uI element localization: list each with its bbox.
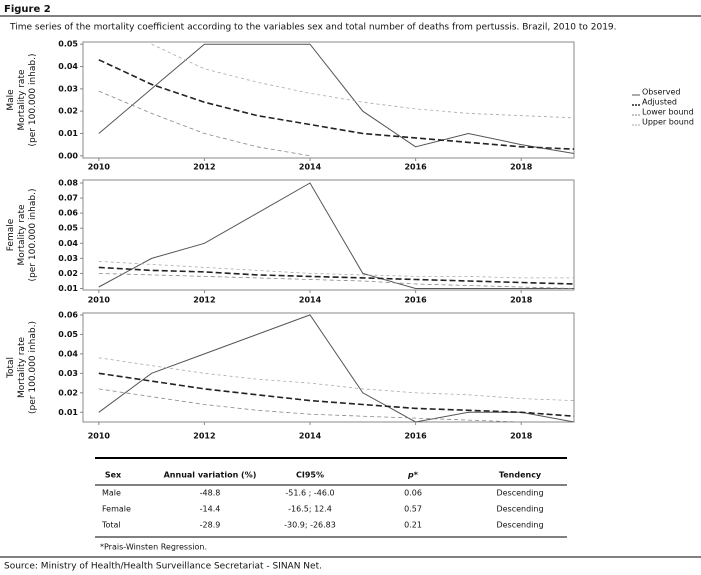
series-line [151, 43, 574, 119]
figure-label: Figure 2 [4, 4, 51, 15]
y-tick-label: 0.01 [58, 408, 78, 417]
source: Source: Ministry of Health/Health Survei… [4, 562, 322, 572]
x-tick-label: 2014 [299, 163, 322, 172]
x-tick-label: 2014 [299, 432, 322, 441]
plot-frame [82, 179, 575, 291]
table-cell: Male [102, 489, 121, 498]
x-tick-label: 2012 [193, 163, 215, 172]
x-tick-label: 2010 [88, 163, 111, 172]
table-header: CI95% [296, 471, 324, 480]
caption: Time series of the mortality coefficient… [9, 23, 617, 33]
y-axis-label-line: Mortality rate [17, 69, 27, 130]
y-tick-label: 0.04 [58, 62, 78, 71]
legend-label: Adjusted [642, 98, 677, 107]
table-cell: Female [102, 505, 131, 514]
x-tick-label: 2016 [404, 432, 427, 441]
series-line [98, 182, 574, 289]
table-header: p* [407, 471, 419, 480]
x-tick-label: 2016 [404, 296, 427, 305]
plot-frame [82, 41, 575, 159]
table-cell: Descending [496, 489, 543, 498]
y-axis-label-line: (per 100.000 inhab.) [28, 189, 38, 282]
table-cell: 0.06 [404, 489, 422, 498]
table-cell: -48.8 [200, 489, 221, 498]
x-tick-label: 2010 [88, 296, 111, 305]
series-line [98, 59, 574, 150]
table-header: Tendency [499, 471, 542, 480]
table-cell: -16.5; 12.4 [288, 505, 332, 514]
y-axis-label: MaleMortality rate(per 100.000 inhab.) [6, 54, 38, 147]
table-header: Sex [105, 471, 122, 480]
y-tick-label: 0.02 [58, 388, 78, 397]
legend-label: Upper bound [642, 118, 694, 127]
series-line [98, 273, 574, 289]
y-axis-label-line: (per 100.000 inhab.) [28, 54, 38, 147]
table-cell: -14.4 [200, 505, 221, 514]
y-axis-label: TotalMortality rate(per 100.000 inhab.) [6, 321, 38, 414]
series-line [98, 43, 574, 154]
y-axis-label-line: Mortality rate [17, 204, 27, 265]
y-tick-label: 0.03 [58, 84, 78, 93]
legend-label: Observed [642, 88, 681, 97]
y-axis-label-line: Total [6, 357, 16, 379]
x-tick-label: 2012 [193, 432, 215, 441]
table-cell: 0.57 [404, 505, 422, 514]
y-tick-label: 0.04 [58, 239, 78, 248]
table-cell: -30.9; -26.83 [284, 521, 336, 530]
y-tick-label: 0.03 [58, 254, 78, 263]
y-axis-label-line: Mortality rate [17, 337, 27, 398]
x-tick-label: 2018 [510, 296, 533, 305]
table-cell: 0.21 [404, 521, 422, 530]
x-tick-label: 2012 [193, 296, 215, 305]
y-tick-label: 0.05 [58, 40, 78, 49]
table-cell: Total [101, 521, 121, 530]
series-line [98, 266, 574, 285]
x-tick-label: 2016 [404, 163, 427, 172]
y-tick-label: 0.06 [58, 310, 78, 319]
y-tick-label: 0.01 [58, 284, 78, 293]
plot-frame [82, 312, 575, 423]
y-tick-label: 0.06 [58, 209, 78, 218]
table-cell: -28.9 [200, 521, 221, 530]
x-tick-label: 2018 [510, 163, 533, 172]
series-line [98, 372, 574, 417]
series-line [98, 314, 574, 422]
y-tick-label: 0.05 [58, 330, 78, 339]
table-cell: -51.6 ; -46.0 [285, 489, 334, 498]
series-line [98, 90, 311, 157]
x-tick-label: 2014 [299, 296, 322, 305]
y-tick-label: 0.00 [58, 151, 78, 160]
x-tick-label: 2018 [510, 432, 533, 441]
series-line [98, 357, 574, 401]
y-axis-label-line: Female [6, 218, 16, 251]
y-axis-label-line: Male [6, 89, 16, 111]
table-cell: Descending [496, 521, 543, 530]
footnote: *Prais-Winsten Regression. [100, 543, 207, 552]
y-tick-label: 0.05 [58, 224, 78, 233]
y-tick-label: 0.02 [58, 269, 78, 278]
y-axis-label: FemaleMortality rate(per 100.000 inhab.) [6, 189, 38, 282]
table-cell: Descending [496, 505, 543, 514]
y-tick-label: 0.03 [58, 369, 78, 378]
series-line [98, 261, 574, 279]
y-tick-label: 0.04 [58, 349, 78, 358]
series-line [98, 388, 533, 422]
y-tick-label: 0.08 [58, 179, 78, 188]
y-tick-label: 0.01 [58, 129, 78, 138]
y-tick-label: 0.02 [58, 107, 78, 116]
y-tick-label: 0.07 [58, 194, 78, 203]
x-tick-label: 2010 [88, 432, 111, 441]
table-header: Annual variation (%) [164, 471, 257, 480]
legend-label: Lower bound [642, 108, 694, 117]
y-axis-label-line: (per 100.000 inhab.) [28, 321, 38, 414]
